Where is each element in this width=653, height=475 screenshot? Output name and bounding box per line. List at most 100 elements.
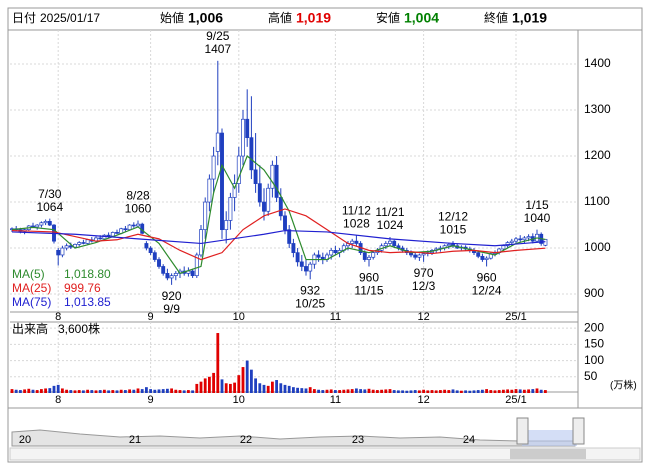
- candle-body: [85, 239, 90, 244]
- volume-bar: [250, 369, 253, 393]
- volume-bar: [48, 388, 52, 393]
- candle-body: [350, 240, 355, 244]
- candle-body: [476, 252, 481, 257]
- volume-bar: [279, 383, 283, 393]
- volume-bar: [300, 388, 304, 393]
- volume-bar: [296, 387, 299, 393]
- candle-body: [232, 183, 237, 198]
- legend-value: 999.76: [64, 281, 101, 295]
- volume-tick-label: 200: [584, 320, 604, 334]
- volume-bar: [401, 390, 404, 393]
- candle-body: [299, 261, 304, 267]
- volume-bar: [136, 388, 140, 393]
- candle-body: [333, 250, 338, 254]
- volume-bar: [132, 389, 136, 393]
- candle-body: [215, 132, 220, 152]
- candle-body: [295, 252, 300, 263]
- volume-last: 3,600株: [58, 321, 100, 336]
- volume-bar: [506, 389, 509, 393]
- volume-bar: [275, 380, 278, 393]
- volume-bar: [405, 390, 409, 393]
- field-name: 安値: [376, 10, 400, 25]
- candle-body: [169, 275, 174, 279]
- candle-body: [522, 237, 527, 241]
- candle-body: [266, 187, 271, 212]
- volume-bar: [69, 390, 73, 393]
- volume-bar: [367, 388, 371, 393]
- annotation-date: 11/21: [375, 205, 404, 219]
- field-name: 終値: [484, 10, 508, 25]
- volume-bar: [19, 390, 22, 393]
- candle-body: [165, 273, 170, 279]
- volume-bar: [166, 388, 169, 393]
- navigator-window[interactable]: [522, 430, 577, 446]
- annotation-value: 1015: [440, 222, 467, 236]
- candle-body: [514, 238, 518, 242]
- navigator-handle[interactable]: [516, 417, 529, 445]
- volume-bar: [308, 387, 312, 393]
- candle-body: [278, 197, 283, 217]
- x-tick-label: 25/1: [505, 311, 526, 323]
- volume-bar: [439, 390, 442, 393]
- volume-bar: [447, 390, 451, 393]
- x-tick-label: 9: [148, 394, 154, 406]
- volume-bar: [413, 390, 417, 393]
- candle-body: [203, 201, 208, 231]
- volume-bar: [363, 389, 367, 393]
- legend-name: MA(75): [12, 295, 51, 309]
- volume-bar: [313, 389, 316, 393]
- legend-name: MA(5): [12, 267, 45, 281]
- candle-body: [421, 253, 426, 256]
- candle-body: [43, 221, 48, 224]
- ma-line: [11, 229, 546, 247]
- volume-bar: [229, 383, 232, 393]
- volume-bar: [355, 388, 358, 393]
- volume-bar: [161, 389, 165, 393]
- volume-bar: [216, 333, 220, 393]
- volume-bar: [535, 388, 539, 393]
- volume-bar: [346, 389, 350, 393]
- volume-bar: [153, 389, 157, 393]
- volume-bar: [94, 390, 98, 393]
- candle-body: [207, 178, 212, 203]
- volume-bar: [531, 389, 535, 393]
- volume-bar: [342, 389, 346, 393]
- navigator-handle[interactable]: [572, 417, 585, 445]
- volume-bar: [140, 389, 144, 393]
- candle-body: [35, 224, 40, 228]
- volume-bar: [304, 388, 308, 393]
- candle-body: [64, 245, 69, 249]
- candle-body: [211, 155, 216, 180]
- volume-bar: [426, 390, 430, 393]
- volume-bar: [241, 367, 245, 393]
- volume-bar: [103, 389, 106, 393]
- candle-body: [81, 242, 86, 244]
- navigator-label: 20: [19, 434, 31, 446]
- candle-body: [316, 254, 321, 258]
- volume-bar: [115, 390, 119, 393]
- x-tick-label: 11: [330, 311, 341, 323]
- field-value: 1,004: [404, 10, 439, 26]
- y-tick-label: 1300: [584, 102, 611, 116]
- volume-bar: [52, 385, 56, 393]
- volume-bar: [10, 389, 14, 393]
- volume-bar: [455, 390, 459, 393]
- volume-bar: [485, 389, 488, 393]
- candle-body: [367, 256, 371, 260]
- volume-bar: [23, 389, 26, 393]
- volume-bar: [82, 390, 85, 393]
- annotation-date: 7/30: [38, 187, 62, 201]
- volume-bar: [220, 379, 224, 393]
- volume-bar: [258, 383, 262, 393]
- candle-body: [413, 254, 418, 258]
- annotation-value: 1040: [524, 211, 551, 225]
- field-value: 1,006: [188, 10, 223, 26]
- volume-bar: [544, 390, 547, 393]
- scrollbar[interactable]: [9, 447, 641, 461]
- volume-bar: [203, 378, 207, 393]
- annotation-value: 11/15: [354, 284, 383, 298]
- volume-bar: [208, 376, 211, 393]
- scrollbar-thumb[interactable]: [510, 449, 586, 459]
- candle-body: [329, 250, 334, 256]
